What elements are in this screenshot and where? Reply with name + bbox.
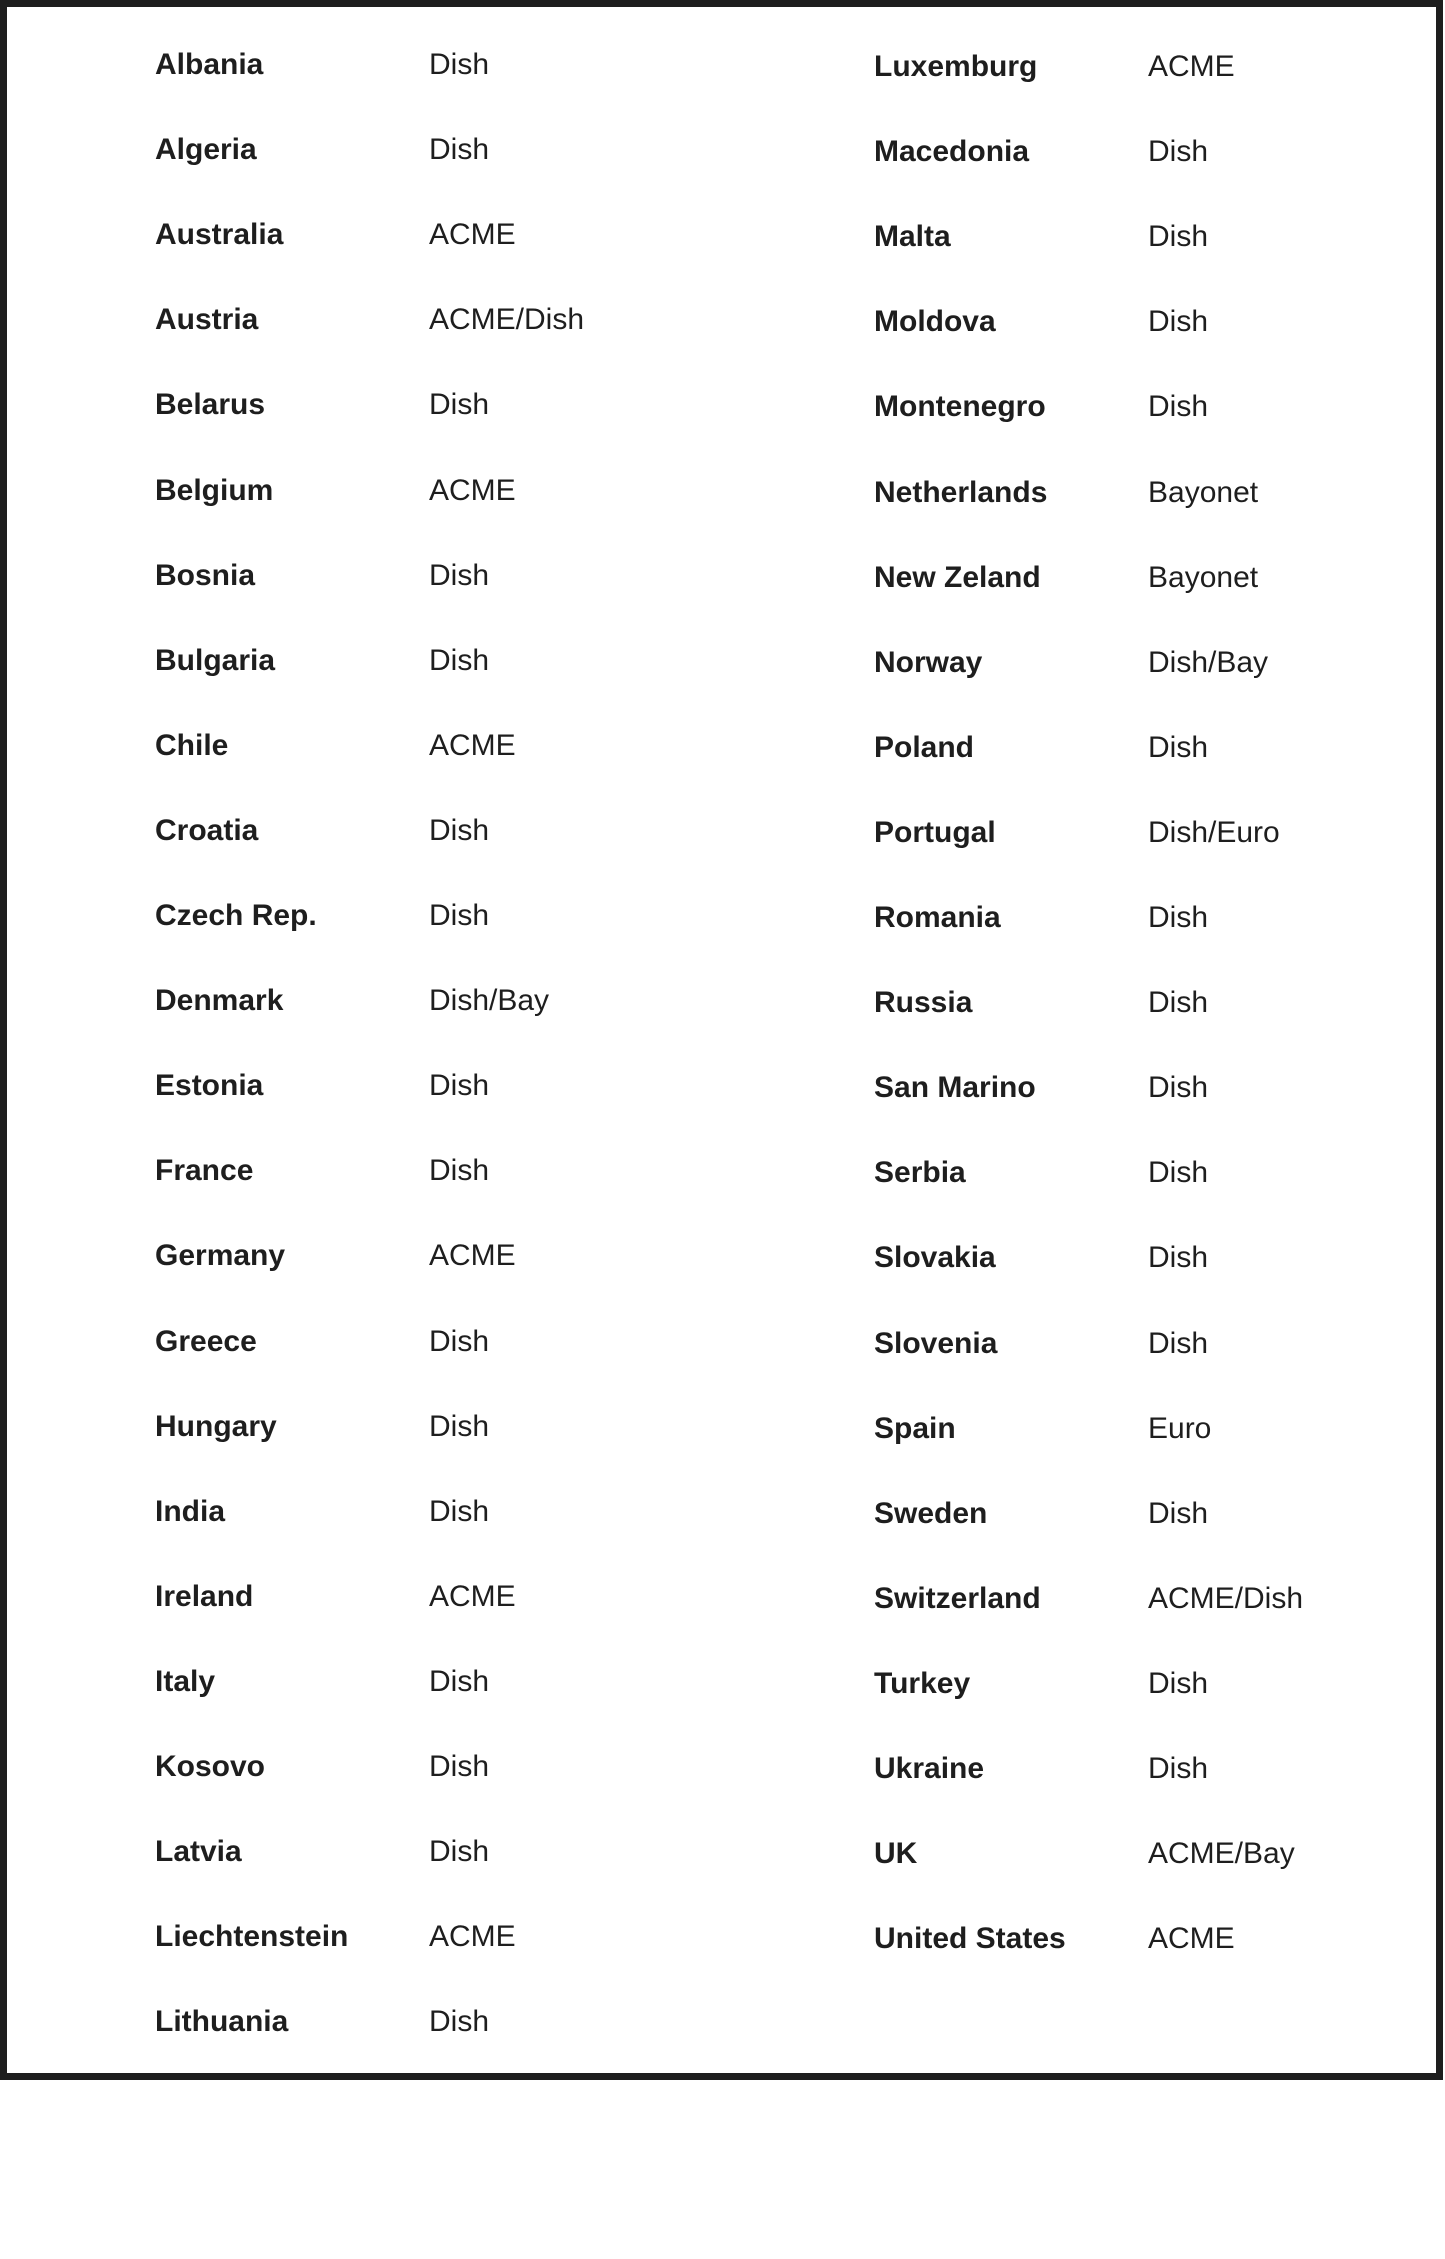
connector-type: Dish (1148, 1496, 1209, 1530)
country-name: Australia (155, 218, 284, 252)
country-name: Ukraine (874, 1752, 985, 1785)
connector-type: Dish/Euro (1148, 815, 1280, 849)
connector-type: Dish (429, 899, 490, 932)
country-name: Montenegro (874, 390, 1046, 424)
connector-type: Dish (1148, 1241, 1209, 1275)
country-name: Chile (155, 728, 229, 762)
connector-type: Dish (1148, 1666, 1209, 1700)
country-name: Hungary (155, 1409, 277, 1443)
connector-type: Dish (429, 1324, 490, 1358)
connector-type: Dish/Bay (429, 984, 550, 1018)
country-name: Denmark (155, 984, 284, 1018)
country-name: New Zeland (874, 560, 1041, 594)
connector-type: Bayonet (1148, 560, 1259, 594)
connector-type: Dish/Bay (1148, 645, 1269, 679)
connector-type: ACME/Dish (1148, 1581, 1304, 1615)
country-name: Ireland (155, 1579, 254, 1613)
country-name: Poland (874, 730, 975, 764)
connector-type: Dish (1148, 1326, 1209, 1360)
country-name: Austria (155, 303, 259, 337)
connector-type: Dish (429, 1664, 490, 1698)
connector-type: Euro (1148, 1411, 1212, 1445)
country-name: Belarus (155, 388, 266, 422)
country-name: Malta (874, 220, 951, 254)
country-name: Moldova (874, 305, 996, 339)
connector-type: ACME/Dish (429, 303, 585, 337)
connector-type: Bayonet (1148, 475, 1259, 509)
connector-type: Dish (429, 133, 490, 167)
connector-type: Dish (1148, 390, 1209, 424)
connector-type: Dish (429, 558, 490, 592)
connector-type: Dish (429, 1154, 490, 1188)
country-name: Albania (155, 48, 264, 81)
connector-type: Dish (1148, 1156, 1209, 1190)
country-name: Romania (874, 901, 1001, 934)
connector-type: ACME (429, 1239, 516, 1273)
country-name: India (155, 1494, 226, 1528)
country-name: Spain (874, 1411, 956, 1445)
country-name: Sweden (874, 1496, 988, 1530)
connector-type: ACME (1148, 50, 1235, 83)
connector-type: Dish (1148, 1071, 1209, 1105)
country-name: Luxemburg (874, 50, 1038, 83)
country-name: Greece (155, 1324, 257, 1358)
country-name: Latvia (155, 1835, 242, 1869)
country-name: Italy (155, 1664, 216, 1698)
connector-type: Dish (1148, 220, 1209, 254)
connector-type: Dish (1148, 305, 1209, 339)
country-name: Russia (874, 986, 973, 1020)
document-frame (0, 0, 1443, 2080)
connector-type: Dish (1148, 986, 1209, 1020)
connector-type: Dish (429, 2005, 490, 2039)
connector-type: Dish (1148, 1752, 1209, 1785)
connector-type: Dish (1148, 730, 1209, 764)
country-name: Croatia (155, 813, 259, 847)
connector-type: Dish (429, 813, 490, 847)
connector-type: Dish (1148, 901, 1209, 934)
country-name: Switzerland (874, 1581, 1041, 1615)
connector-type: ACME (429, 218, 516, 252)
connector-type: ACME/Bay (1148, 1837, 1295, 1871)
country-name: Germany (155, 1239, 286, 1273)
country-name: Kosovo (155, 1750, 266, 1783)
connector-type: ACME (429, 1579, 516, 1613)
country-name: Serbia (874, 1156, 966, 1190)
country-name: San Marino (874, 1071, 1036, 1105)
country-name: Lithuania (155, 2005, 289, 2039)
connector-type: Dish (429, 48, 490, 81)
country-name: United States (874, 1922, 1066, 1956)
connector-type: Dish (429, 643, 490, 677)
country-name: UK (874, 1837, 918, 1871)
country-name: Norway (874, 645, 983, 679)
country-name: Czech Rep. (155, 899, 317, 932)
connector-type: Dish (429, 388, 490, 422)
connector-type: Dish (429, 1069, 490, 1103)
country-name: Bosnia (155, 558, 256, 592)
country-name: Algeria (155, 133, 257, 167)
connector-type: ACME (429, 473, 516, 507)
country-name: Bulgaria (155, 643, 276, 677)
country-name: Portugal (874, 815, 996, 849)
country-name: Macedonia (874, 135, 1030, 169)
connector-type: Dish (429, 1494, 490, 1528)
country-name: Belgium (155, 473, 274, 507)
connector-type: Dish (429, 1835, 490, 1869)
connector-type: Dish (429, 1750, 490, 1783)
country-name: Estonia (155, 1069, 264, 1103)
connector-type: ACME (429, 1920, 516, 1954)
country-name: Slovakia (874, 1241, 996, 1275)
country-name: France (155, 1154, 254, 1188)
country-name: Liechtenstein (155, 1920, 349, 1954)
connector-type: ACME (429, 728, 516, 762)
country-name: Netherlands (874, 475, 1048, 509)
country-name: Turkey (874, 1666, 971, 1700)
connector-type: Dish (429, 1409, 490, 1443)
country-name: Slovenia (874, 1326, 998, 1360)
connector-type: ACME (1148, 1922, 1235, 1956)
connector-type: Dish (1148, 135, 1209, 169)
